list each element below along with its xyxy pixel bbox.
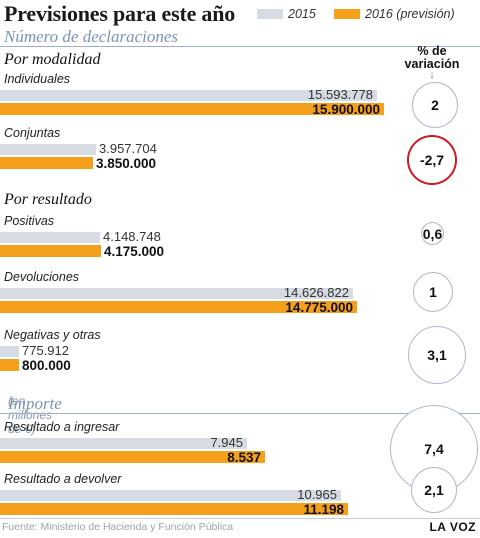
bar-2015 bbox=[0, 144, 96, 155]
category-label: Negativas y otras bbox=[4, 328, 101, 342]
category-label: Individuales bbox=[4, 72, 71, 86]
category-label: Conjuntas bbox=[4, 126, 61, 140]
value-label-2015: 4.148.748 bbox=[103, 229, 161, 244]
credit-logo: LA VOZ bbox=[429, 520, 476, 534]
chart-title: Previsiones para este año bbox=[4, 1, 236, 26]
group-modalidad: Por modalidad bbox=[4, 51, 101, 68]
footer-divider bbox=[0, 518, 480, 519]
bar-2016 bbox=[0, 245, 101, 257]
legend-2015-swatch bbox=[257, 9, 283, 19]
legend-2016-swatch bbox=[334, 9, 360, 19]
value-label-2015: 3.957.704 bbox=[99, 141, 157, 156]
source-note: Fuente: Ministerio de Hacienda y Función… bbox=[2, 521, 234, 533]
variation-circle: -2,7 bbox=[407, 135, 457, 185]
section-importe-unit: (en millones de €) bbox=[8, 394, 53, 436]
category-label: Devoluciones bbox=[4, 270, 80, 284]
legend-2015: 2015 bbox=[257, 7, 316, 21]
value-label-2016: 14.775.000 bbox=[285, 300, 353, 315]
group-resultado: Por resultado bbox=[4, 191, 92, 208]
value-label-2016: 8.537 bbox=[227, 450, 261, 465]
category-label: Resultado a ingresar bbox=[4, 420, 120, 434]
value-label-2015: 775.912 bbox=[22, 343, 69, 358]
value-label-2016: 11.198 bbox=[303, 502, 344, 517]
variation-value: -2,7 bbox=[419, 152, 445, 168]
bar-2015 bbox=[0, 90, 377, 101]
bar-2016 bbox=[0, 503, 348, 515]
section-divider bbox=[0, 46, 480, 47]
section-divider bbox=[0, 413, 480, 414]
bar-2015 bbox=[0, 490, 341, 501]
value-label-2016: 800.000 bbox=[22, 358, 71, 373]
category-label: Resultado a devolver bbox=[4, 472, 122, 486]
category-label: Positivas bbox=[4, 214, 55, 228]
bar-2016 bbox=[0, 451, 265, 463]
down-arrow-icon: ↓ bbox=[429, 69, 435, 81]
bar-2016 bbox=[0, 359, 19, 371]
bar-2016 bbox=[0, 301, 357, 313]
bar-2015 bbox=[0, 288, 353, 299]
bar-2015 bbox=[0, 438, 247, 449]
variation-value: 0,6 bbox=[422, 225, 443, 242]
variation-value: 3,1 bbox=[427, 347, 447, 363]
bar-2016 bbox=[0, 103, 384, 115]
variation-header-label: % de variación bbox=[404, 44, 460, 71]
variation-circle: 3,1 bbox=[408, 326, 466, 384]
bar-2015 bbox=[0, 346, 19, 357]
legend-2016-label: 2016 (previsión) bbox=[365, 7, 455, 21]
variation-value: 2 bbox=[431, 97, 439, 113]
bar-2016 bbox=[0, 157, 93, 169]
bar-2015 bbox=[0, 232, 100, 243]
value-label-2015: 15.593.778 bbox=[307, 87, 373, 102]
legend-2016: 2016 (previsión) bbox=[334, 7, 455, 21]
legend-2015-label: 2015 bbox=[288, 7, 316, 21]
section-declaraciones-label: Número de declaraciones bbox=[4, 27, 179, 46]
variation-value: 2,1 bbox=[424, 482, 444, 498]
section-importe: Importe (en millones de €) bbox=[0, 394, 480, 436]
value-label-2015: 7.945 bbox=[210, 435, 243, 450]
variation-value: 1 bbox=[429, 284, 437, 300]
value-label-2016: 15.900.000 bbox=[312, 102, 380, 117]
value-label-2016: 4.175.000 bbox=[104, 244, 165, 259]
variation-header: % de variación ↓ bbox=[400, 44, 464, 81]
variation-circle: 2,1 bbox=[411, 467, 457, 513]
variation-circle: 2 bbox=[412, 82, 458, 128]
value-label-2016: 3.850.000 bbox=[96, 156, 157, 171]
variation-value: 7,4 bbox=[424, 441, 444, 457]
variation-circle: 0,6 bbox=[421, 222, 444, 245]
value-label-2015: 14.626.822 bbox=[283, 285, 349, 300]
variation-circle: 1 bbox=[413, 272, 453, 312]
section-declaraciones: Número de declaraciones bbox=[0, 27, 480, 47]
section-importe-title: Importe bbox=[8, 394, 62, 413]
value-label-2015: 10.965 bbox=[297, 487, 337, 502]
